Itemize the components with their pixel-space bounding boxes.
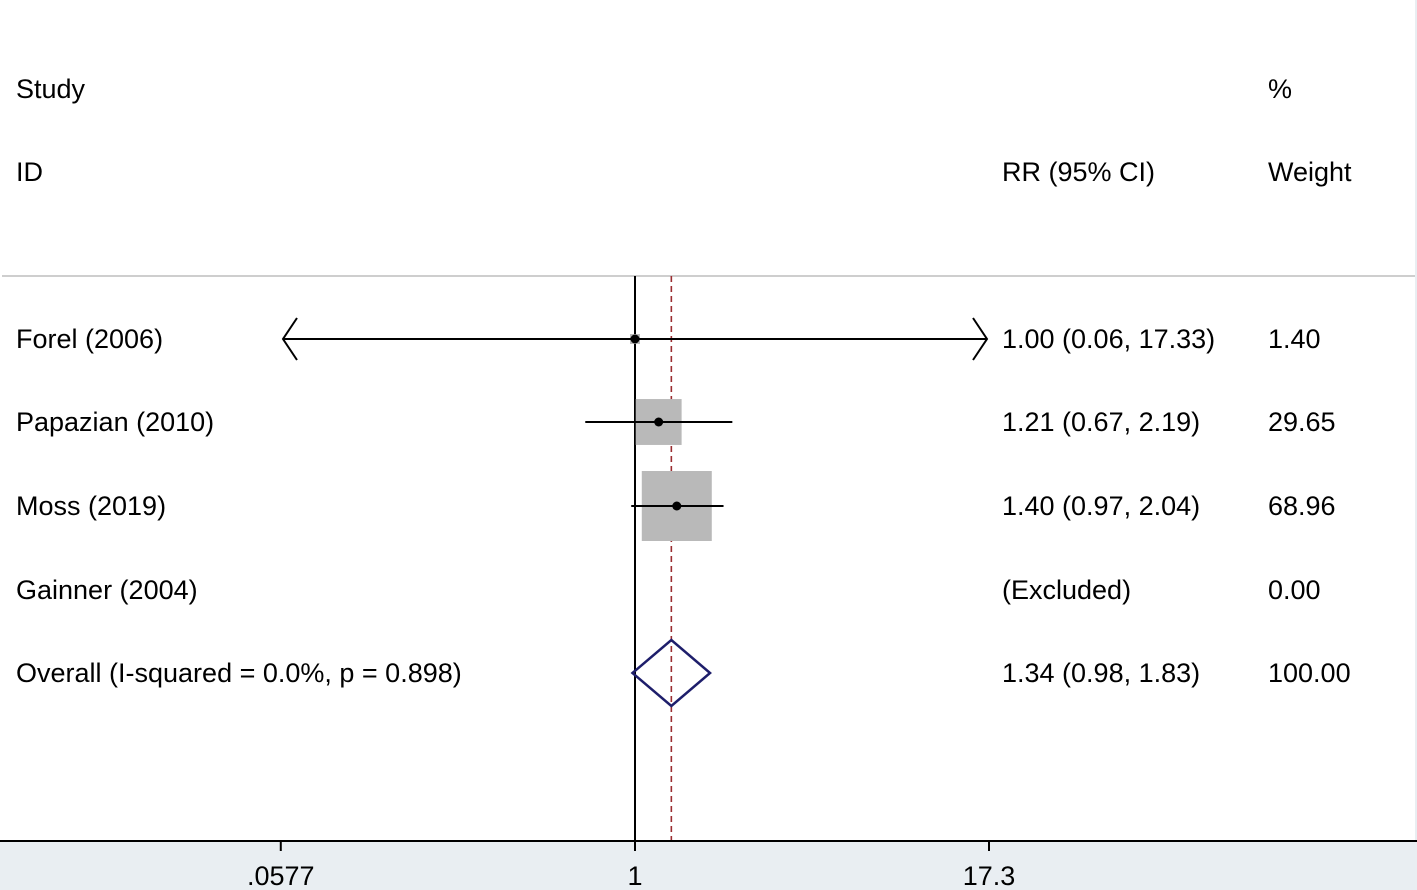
study-weight-text: 68.96	[1268, 491, 1336, 521]
overall-ci-text: 1.34 (0.98, 1.83)	[1002, 658, 1200, 688]
study-point	[672, 501, 682, 511]
study-ci-text: 1.00 (0.06, 17.33)	[1002, 324, 1215, 354]
study-ci-text: 1.40 (0.97, 2.04)	[1002, 491, 1200, 521]
x-axis: .0577 1 17.3	[0, 840, 1417, 890]
study-ci-text: (Excluded)	[1002, 575, 1131, 605]
study-label: Forel (2006)	[16, 324, 163, 354]
study-weight-text: 0.00	[1268, 575, 1321, 605]
forest-marks	[281, 276, 989, 841]
overall-label: Overall (I-squared = 0.0%, p = 0.898)	[16, 658, 462, 688]
header-estimate: RR (95% CI)	[1002, 157, 1155, 187]
x-tick-label: 17.3	[963, 861, 1016, 890]
plot-area	[0, 0, 1417, 841]
x-tick-label: .0577	[247, 861, 315, 890]
study-point	[654, 417, 664, 427]
study-label: Moss (2019)	[16, 491, 166, 521]
study-rows: Forel (2006) 1.00 (0.06, 17.33) 1.40 Papazi…	[16, 324, 1351, 688]
ci-arrow-left	[281, 317, 298, 361]
study-label: Gainner (2004)	[16, 575, 198, 605]
header-id: ID	[16, 157, 43, 187]
study-weight-text: 1.40	[1268, 324, 1321, 354]
ci-arrow-right	[972, 317, 989, 361]
study-point	[630, 334, 640, 344]
study-label: Papazian (2010)	[16, 407, 214, 437]
study-ci-text: 1.21 (0.67, 2.19)	[1002, 407, 1200, 437]
header-weight: Weight	[1268, 157, 1352, 187]
overall-weight-text: 100.00	[1268, 658, 1351, 688]
x-tick-label: 1	[627, 861, 642, 890]
study-weight-text: 29.65	[1268, 407, 1336, 437]
overall-diamond	[630, 638, 712, 708]
header-percent: %	[1268, 74, 1292, 104]
header-study: Study	[16, 74, 86, 104]
